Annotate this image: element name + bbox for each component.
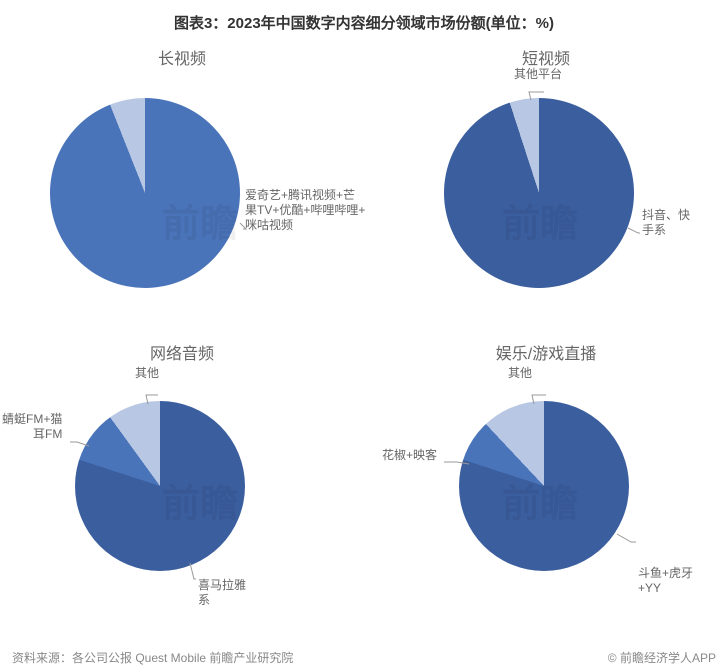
subtitle-online-audio: 网络音频 bbox=[150, 340, 214, 364]
label-live-other: 其他 bbox=[508, 366, 532, 381]
source-text: 资料来源：各公司公报 Quest Mobile 前瞻产业研究院 bbox=[12, 649, 293, 666]
label-audio-ximalaya: 喜马拉雅 系 bbox=[198, 578, 246, 608]
cell-short-video: 短视频 抖音、快 手系 其他平台 bbox=[364, 39, 728, 334]
label-audio-other: 其他 bbox=[135, 366, 159, 381]
subtitle-short-video: 短视频 bbox=[522, 45, 570, 69]
cell-online-audio: 网络音频 喜马拉雅 系 蜻蜓FM+猫 耳FM 其他 bbox=[0, 334, 364, 629]
cell-live-stream: 娱乐/游戏直播 斗鱼+虎牙 +YY 花椒+映客 其他 bbox=[364, 334, 728, 629]
leaders-short-video bbox=[364, 73, 728, 334]
label-short-video-other: 其他平台 bbox=[514, 67, 562, 82]
pie-wrap-online-audio: 喜马拉雅 系 蜻蜓FM+猫 耳FM 其他 bbox=[0, 368, 364, 629]
pie-wrap-live-stream: 斗鱼+虎牙 +YY 花椒+映客 其他 bbox=[364, 368, 728, 629]
subtitle-long-video: 长视频 bbox=[158, 45, 206, 69]
leaders-online-audio bbox=[0, 368, 364, 629]
footer: 资料来源：各公司公报 Quest Mobile 前瞻产业研究院 © 前瞻经济学人… bbox=[0, 649, 728, 666]
label-live-douyu: 斗鱼+虎牙 +YY bbox=[638, 566, 693, 596]
pie-wrap-long-video: 爱奇艺+腾讯视频+芒 果TV+优酷+哔哩哔哩+ 咪咕视频 bbox=[0, 73, 364, 334]
label-audio-qingting: 蜻蜓FM+猫 耳FM bbox=[2, 412, 62, 442]
label-short-video-main: 抖音、快 手系 bbox=[642, 208, 690, 238]
chart-grid: 长视频 爱奇艺+腾讯视频+芒 果TV+优酷+哔哩哔哩+ 咪咕视频 短视频 抖音、… bbox=[0, 39, 728, 629]
cell-long-video: 长视频 爱奇艺+腾讯视频+芒 果TV+优酷+哔哩哔哩+ 咪咕视频 bbox=[0, 39, 364, 334]
pie-wrap-short-video: 抖音、快 手系 其他平台 bbox=[364, 73, 728, 334]
subtitle-live-stream: 娱乐/游戏直播 bbox=[496, 340, 596, 364]
chart-main-title: 图表3：2023年中国数字内容细分领域市场份额(单位：%) bbox=[0, 0, 728, 39]
credit-text: © 前瞻经济学人APP bbox=[608, 649, 716, 666]
label-live-huajiao: 花椒+映客 bbox=[382, 448, 437, 463]
label-long-video-main: 爱奇艺+腾讯视频+芒 果TV+优酷+哔哩哔哩+ 咪咕视频 bbox=[245, 188, 365, 233]
